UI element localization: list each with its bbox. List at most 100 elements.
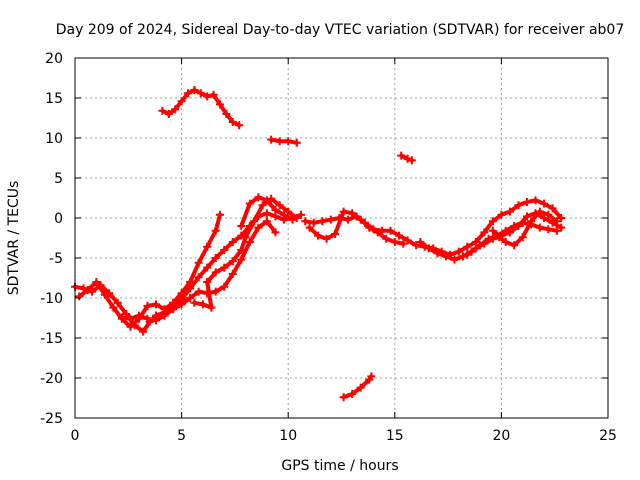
data-point xyxy=(397,151,406,160)
data-point xyxy=(190,86,199,94)
data-point xyxy=(522,198,531,206)
data-point xyxy=(134,311,143,320)
data-point xyxy=(228,118,237,126)
data-point xyxy=(326,215,335,224)
data-point xyxy=(254,223,263,232)
data-point xyxy=(194,287,203,296)
grid-lines xyxy=(75,58,608,418)
data-point xyxy=(207,303,216,312)
data-point xyxy=(343,215,352,224)
data-point xyxy=(271,228,280,237)
data-point xyxy=(237,255,246,264)
data-point xyxy=(203,92,212,101)
data-point xyxy=(171,105,180,114)
data-point xyxy=(158,106,167,115)
data-point xyxy=(480,228,489,237)
data-point xyxy=(557,223,566,232)
data-point xyxy=(169,305,178,314)
data-point xyxy=(209,90,218,99)
data-point xyxy=(117,313,126,322)
data-point xyxy=(495,233,504,242)
series-track-d xyxy=(190,194,301,312)
data-point xyxy=(215,210,224,219)
data-point xyxy=(382,234,391,243)
data-point xyxy=(164,110,173,118)
data-point xyxy=(186,278,195,286)
data-point xyxy=(235,121,244,130)
data-point xyxy=(211,226,220,235)
data-point xyxy=(267,194,276,203)
data-point xyxy=(198,300,207,309)
data-point xyxy=(488,226,497,235)
data-point xyxy=(177,300,186,309)
series-short-10 xyxy=(267,135,301,147)
data-point xyxy=(288,215,297,224)
data-point xyxy=(544,210,553,219)
data-point xyxy=(373,228,382,237)
data-point xyxy=(220,282,229,291)
data-point xyxy=(395,231,404,240)
data-point xyxy=(514,201,523,210)
x-tick-label: 10 xyxy=(279,428,297,444)
data-point xyxy=(109,303,118,312)
data-point xyxy=(271,206,280,214)
data-point xyxy=(348,209,357,218)
data-point xyxy=(105,289,114,298)
data-point xyxy=(262,209,271,218)
data-point xyxy=(262,217,271,226)
data-point xyxy=(348,390,357,398)
data-point xyxy=(160,311,169,320)
data-point xyxy=(518,233,527,242)
x-tick-label: 5 xyxy=(177,428,186,444)
data-point xyxy=(139,327,148,336)
data-point xyxy=(527,217,536,226)
y-tick-label: 20 xyxy=(45,51,63,67)
data-point xyxy=(92,278,101,286)
data-point xyxy=(463,242,472,251)
data-point xyxy=(403,154,412,163)
series-short-15 xyxy=(397,151,416,165)
data-point xyxy=(459,252,468,261)
data-point xyxy=(186,294,195,302)
series-trace xyxy=(73,211,295,334)
data-point xyxy=(339,393,348,402)
data-point xyxy=(356,215,365,224)
data-point xyxy=(514,222,523,230)
series-trace xyxy=(269,137,299,145)
data-point xyxy=(203,242,212,251)
y-tick-label: -25 xyxy=(40,411,63,427)
data-point xyxy=(250,217,259,226)
data-point xyxy=(237,231,246,240)
data-point xyxy=(412,241,421,250)
data-point xyxy=(228,257,237,266)
data-point xyxy=(488,234,497,243)
data-point xyxy=(275,201,284,210)
data-point xyxy=(126,314,135,323)
y-tick-label: -15 xyxy=(40,331,63,347)
data-point xyxy=(177,97,186,106)
data-point xyxy=(220,263,229,272)
data-point xyxy=(75,292,84,301)
data-point xyxy=(390,238,399,246)
data-point xyxy=(152,316,161,325)
y-tick-label: -20 xyxy=(40,371,63,387)
data-point xyxy=(228,238,237,246)
data-point xyxy=(258,201,267,210)
data-point xyxy=(535,223,544,232)
data-point xyxy=(215,100,224,109)
data-point xyxy=(488,217,497,226)
data-point xyxy=(241,233,250,242)
data-point xyxy=(275,137,284,146)
series-track-j xyxy=(488,207,561,250)
data-point xyxy=(194,258,203,267)
data-point xyxy=(331,230,340,238)
series-track-b xyxy=(75,210,224,331)
data-point xyxy=(203,278,212,286)
data-point xyxy=(416,238,425,246)
data-point xyxy=(190,298,199,307)
data-point xyxy=(386,226,395,235)
data-point xyxy=(143,314,152,323)
x-tick-label: 15 xyxy=(386,428,404,444)
data-point xyxy=(309,218,318,227)
x-tick-label: 20 xyxy=(492,428,510,444)
